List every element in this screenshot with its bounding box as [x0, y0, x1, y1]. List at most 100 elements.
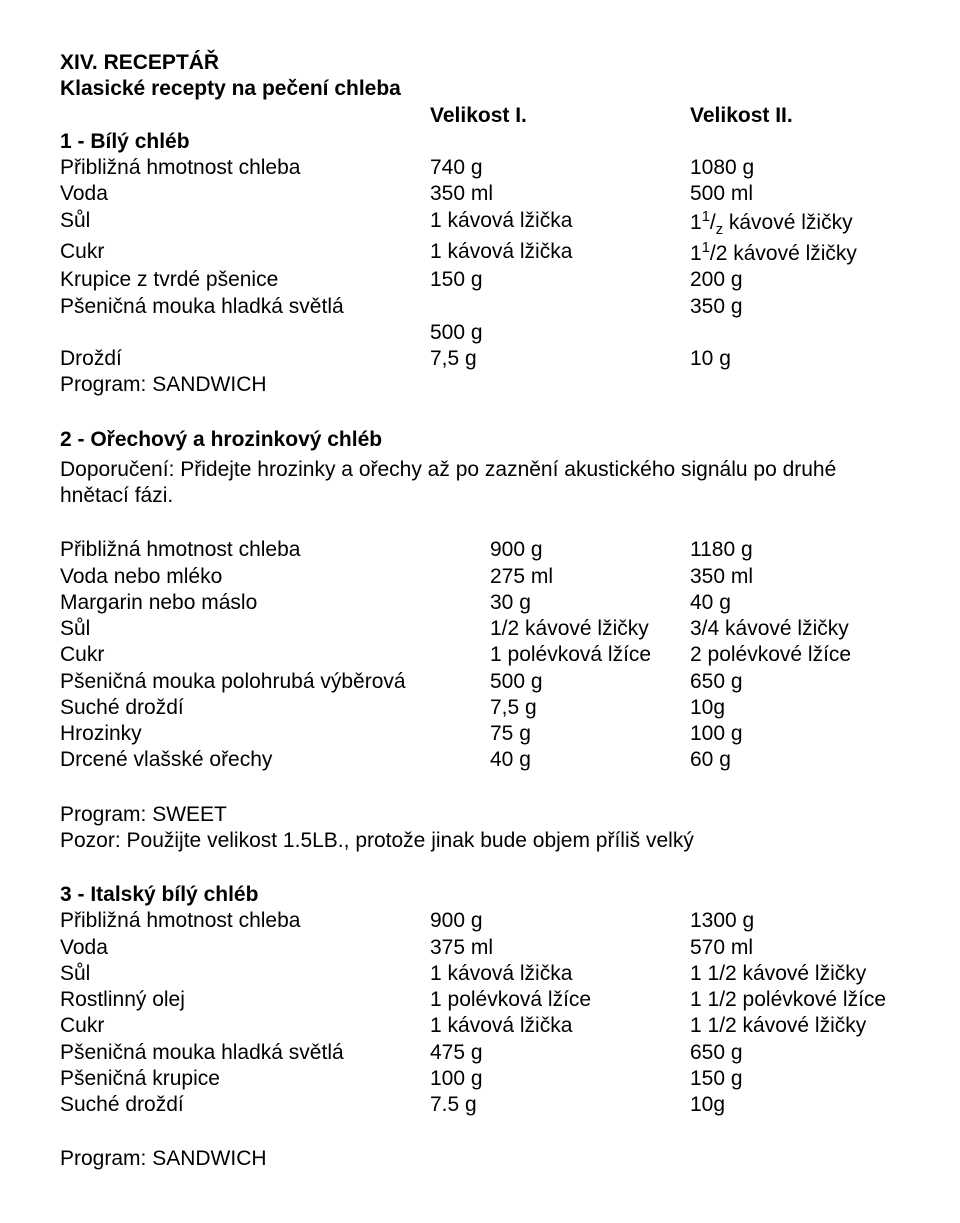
ingredient-name: Cukr — [60, 1013, 430, 1039]
ingredient-v1: 375 ml — [430, 935, 690, 961]
ingredient-name: Cukr — [60, 239, 430, 267]
ingredient-v2: 100 g — [690, 721, 900, 747]
ingredient-name: Drcené vlašské ořechy — [60, 747, 490, 773]
ingredient-v1: 40 g — [490, 747, 690, 773]
ingredient-name: Pšeničná mouka hladká světlá — [60, 294, 430, 320]
ingredient-v1: 500 g — [490, 669, 690, 695]
table-row: Pšeničná mouka hladká světlá475 g650 g — [60, 1040, 900, 1066]
ingredient-v1: 900 g — [490, 537, 690, 563]
ingredient-v2: 11/z kávové lžičky — [690, 208, 900, 240]
table-row: Suché droždí7,5 g10g — [60, 695, 900, 721]
ingredient-v2: 10g — [690, 1092, 900, 1118]
ingredient-v2: 1 1/2 kávové lžičky — [690, 961, 900, 987]
ingredient-v2 — [690, 320, 900, 346]
ingredient-name — [60, 320, 430, 346]
ingredient-v1: 1 kávová lžička — [430, 239, 690, 267]
ingredient-name: Sůl — [60, 961, 430, 987]
ingredient-v2: 3/4 kávové lžičky — [690, 616, 900, 642]
table-row: Přibližná hmotnost chleba740 g1080 g — [60, 155, 900, 181]
table-row: Cukr1 kávová lžička1 1/2 kávové lžičky — [60, 1013, 900, 1039]
ingredient-v1: 900 g — [430, 908, 690, 934]
ingredient-v2: 1 1/2 kávové lžičky — [690, 1013, 900, 1039]
recipe-3-title: 3 - Italský bílý chléb — [60, 882, 900, 908]
table-row: Voda350 ml500 ml — [60, 181, 900, 207]
ingredient-name: Sůl — [60, 208, 430, 240]
ingredient-name: Rostlinný olej — [60, 987, 430, 1013]
ingredient-v1: 7.5 g — [430, 1092, 690, 1118]
ingredient-v2: 40 g — [690, 590, 900, 616]
ingredient-name: Přibližná hmotnost chleba — [60, 537, 490, 563]
ingredient-name: Voda — [60, 181, 430, 207]
ingredient-name: Pšeničná krupice — [60, 1066, 430, 1092]
ingredient-v2: 570 ml — [690, 935, 900, 961]
ingredient-v1: 1 kávová lžička — [430, 961, 690, 987]
ingredient-name: Sůl — [60, 616, 490, 642]
table-row: Hrozinky75 g100 g — [60, 721, 900, 747]
ingredient-v2: 500 ml — [690, 181, 900, 207]
recipe-3-program: Program: SANDWICH — [60, 1146, 900, 1172]
table-row: Margarin nebo máslo30 g40 g — [60, 590, 900, 616]
ingredient-v2: 350 g — [690, 294, 900, 320]
ingredient-v1: 75 g — [490, 721, 690, 747]
recipe-2-title: 2 - Ořechový a hrozinkový chléb — [60, 427, 900, 453]
ingredient-v2: 60 g — [690, 747, 900, 773]
ingredient-name: Margarin nebo máslo — [60, 590, 490, 616]
table-row: Voda375 ml570 ml — [60, 935, 900, 961]
ingredient-name: Suché droždí — [60, 695, 490, 721]
table-row: Sůl 1 kávová lžička 11/z kávové lžičky — [60, 208, 900, 240]
table-row: Droždí7,5 g10 g — [60, 346, 900, 372]
ingredient-v2: 10 g — [690, 346, 900, 372]
ingredient-name: Hrozinky — [60, 721, 490, 747]
table-row: Drcené vlašské ořechy40 g60 g — [60, 747, 900, 773]
recipe-1-title: 1 - Bílý chléb — [60, 129, 900, 155]
ingredient-name: Přibližná hmotnost chleba — [60, 155, 430, 181]
ingredient-v1 — [430, 294, 690, 320]
doc-title-2: Klasické recepty na pečení chleba — [60, 76, 900, 102]
ingredient-v1: 1 polévková lžíce — [490, 642, 690, 668]
ingredient-v2: 1180 g — [690, 537, 900, 563]
ingredient-name: Cukr — [60, 642, 490, 668]
ingredient-v2: 650 g — [690, 669, 900, 695]
ingredient-v1: 740 g — [430, 155, 690, 181]
ingredient-name: Přibližná hmotnost chleba — [60, 908, 430, 934]
table-row: Pšeničná krupice100 g150 g — [60, 1066, 900, 1092]
ingredient-v2: 350 ml — [690, 564, 900, 590]
ingredient-v2: 650 g — [690, 1040, 900, 1066]
table-row: Pšeničná mouka polohrubá výběrová500 g65… — [60, 669, 900, 695]
size-header: Velikost I. Velikost II. — [60, 103, 900, 129]
table-row: Cukr1 polévková lžíce2 polévkové lžíce — [60, 642, 900, 668]
ingredient-v2: 200 g — [690, 267, 900, 293]
ingredient-v1: 1/2 kávové lžičky — [490, 616, 690, 642]
ingredient-v1: 475 g — [430, 1040, 690, 1066]
ingredient-name: Suché droždí — [60, 1092, 430, 1118]
table-row: Voda nebo mléko275 ml350 ml — [60, 564, 900, 590]
ingredient-v1: 7,5 g — [430, 346, 690, 372]
table-row: Cukr 1 kávová lžička 11/2 kávové lžičky — [60, 239, 900, 267]
ingredient-v1: 500 g — [430, 320, 690, 346]
table-row: Přibližná hmotnost chleba900 g1180 g — [60, 537, 900, 563]
table-row: Rostlinný olej1 polévková lžíce1 1/2 pol… — [60, 987, 900, 1013]
ingredient-v2: 1 1/2 polévkové lžíce — [690, 987, 900, 1013]
ingredient-v2: 1300 g — [690, 908, 900, 934]
size-col-2: Velikost II. — [690, 103, 900, 129]
table-row: Krupice z tvrdé pšenice150 g200 g — [60, 267, 900, 293]
table-row: Sůl1/2 kávové lžičky3/4 kávové lžičky — [60, 616, 900, 642]
ingredient-name: Pšeničná mouka hladká světlá — [60, 1040, 430, 1066]
recipe-1-program: Program: SANDWICH — [60, 372, 900, 398]
table-row: 500 g — [60, 320, 900, 346]
recipe-2-note: Doporučení: Přidejte hrozinky a ořechy a… — [60, 457, 900, 510]
ingredient-name: Krupice z tvrdé pšenice — [60, 267, 430, 293]
table-row: Přibližná hmotnost chleba900 g1300 g — [60, 908, 900, 934]
table-row: Pšeničná mouka hladká světlá 350 g — [60, 294, 900, 320]
ingredient-v1: 1 polévková lžíce — [430, 987, 690, 1013]
ingredient-v1: 30 g — [490, 590, 690, 616]
ingredient-v2: 10g — [690, 695, 900, 721]
table-row: Sůl1 kávová lžička1 1/2 kávové lžičky — [60, 961, 900, 987]
ingredient-v1: 1 kávová lžička — [430, 208, 690, 240]
ingredient-v1: 275 ml — [490, 564, 690, 590]
ingredient-v1: 150 g — [430, 267, 690, 293]
ingredient-v1: 100 g — [430, 1066, 690, 1092]
ingredient-name: Voda nebo mléko — [60, 564, 490, 590]
ingredient-v2: 2 polévkové lžíce — [690, 642, 900, 668]
doc-title-1: XIV. RECEPTÁŘ — [60, 50, 900, 76]
